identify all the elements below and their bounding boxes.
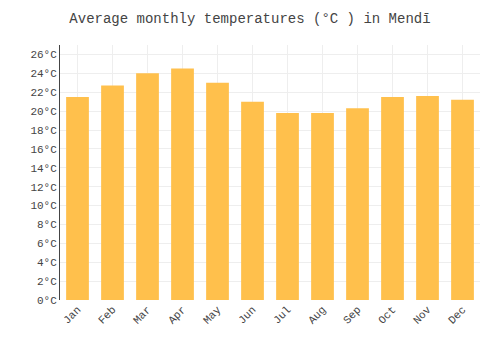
svg-text:Feb: Feb (96, 304, 118, 326)
svg-text:Mar: Mar (131, 304, 153, 326)
svg-text:16°C: 16°C (30, 144, 57, 156)
svg-text:Jun: Jun (236, 304, 258, 326)
svg-text:10°C: 10°C (30, 200, 57, 212)
svg-text:Nov: Nov (411, 304, 434, 327)
svg-text:Jan: Jan (61, 304, 83, 326)
svg-text:18°C: 18°C (30, 125, 57, 137)
svg-text:0°C: 0°C (37, 295, 57, 307)
svg-text:Aug: Aug (306, 304, 328, 326)
svg-text:Apr: Apr (166, 304, 188, 326)
svg-text:24°C: 24°C (30, 68, 57, 80)
svg-text:20°C: 20°C (30, 106, 57, 118)
svg-text:Sep: Sep (341, 304, 363, 326)
svg-text:Dec: Dec (446, 304, 468, 326)
svg-text:May: May (201, 304, 224, 327)
svg-text:8°C: 8°C (37, 219, 57, 231)
svg-text:Average monthly temperatures (: Average monthly temperatures (°C ) in Me… (69, 11, 430, 27)
svg-text:Oct: Oct (376, 304, 398, 326)
svg-text:2°C: 2°C (37, 276, 57, 288)
svg-text:6°C: 6°C (37, 238, 57, 250)
svg-text:Jul: Jul (271, 304, 293, 326)
svg-text:14°C: 14°C (30, 163, 57, 175)
svg-text:12°C: 12°C (30, 182, 57, 194)
svg-text:22°C: 22°C (30, 87, 57, 99)
svg-text:4°C: 4°C (37, 257, 57, 269)
svg-text:26°C: 26°C (30, 49, 57, 61)
